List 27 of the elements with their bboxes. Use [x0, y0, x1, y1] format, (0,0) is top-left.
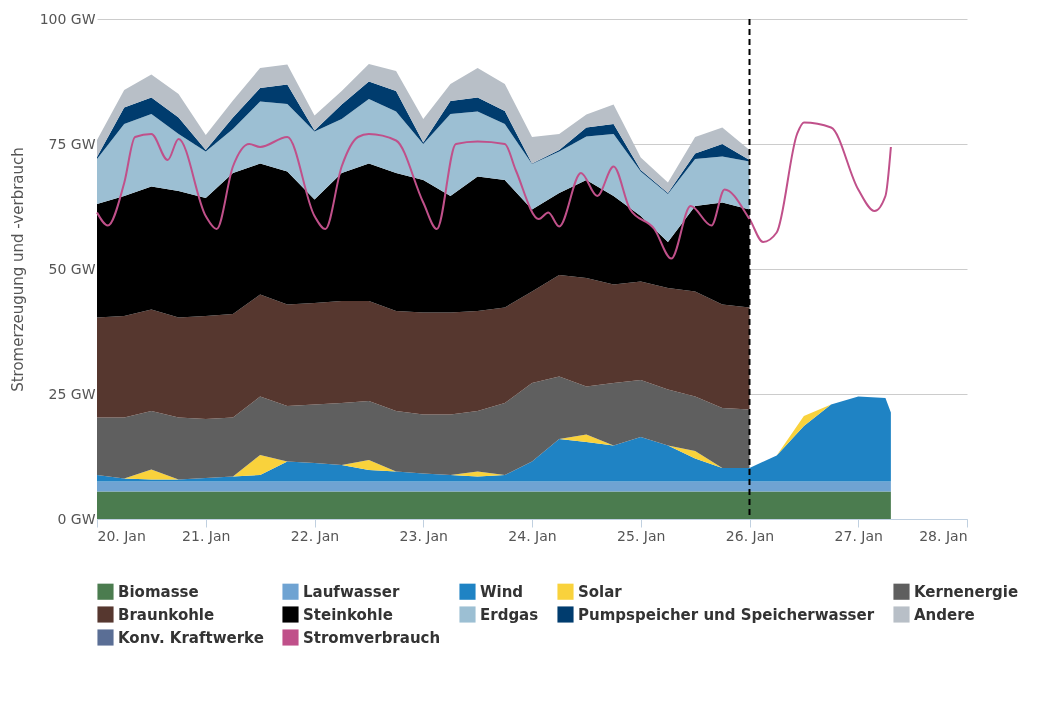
x-tick-label: 26. Jan	[725, 527, 775, 544]
legend-label: Solar	[578, 582, 623, 601]
legend-label: Laufwasser	[303, 582, 400, 601]
legend-label: Wind	[480, 582, 524, 601]
legend-label: Erdgas	[480, 605, 539, 624]
y-tick-label: 100 GW	[39, 10, 96, 27]
legend-label: Braunkohle	[118, 605, 215, 624]
legend-label: Stromverbrauch	[303, 628, 441, 647]
x-tick-label: 27. Jan	[834, 527, 883, 544]
legend-label: Konv. Kraftwerke	[118, 628, 264, 647]
y-axis-title: Stromerzeugung und -verbrauch	[8, 147, 27, 392]
x-tick-label: 28. Jan	[919, 527, 968, 544]
legend-label: Biomasse	[118, 582, 199, 601]
x-tick-label: 22. Jan	[290, 527, 340, 544]
y-tick-label: 0 GW	[57, 510, 96, 527]
x-tick-label: 24. Jan	[508, 527, 557, 544]
x-tick-label: 21. Jan	[182, 527, 231, 544]
legend-label: Steinkohle	[303, 605, 393, 624]
y-tick-label: 25 GW	[48, 385, 96, 402]
legend-label: Andere	[914, 605, 975, 624]
y-tick-label: 75 GW	[48, 135, 96, 152]
x-tick-label: 20. Jan	[97, 527, 146, 544]
x-tick-label: 23. Jan	[399, 527, 448, 544]
legend-label: Kernenergie	[914, 582, 1019, 601]
legend-label: Pumpspeicher und Speicherwasser	[578, 605, 875, 624]
y-tick-label: 50 GW	[48, 260, 96, 277]
x-tick-label: 25. Jan	[617, 527, 666, 544]
